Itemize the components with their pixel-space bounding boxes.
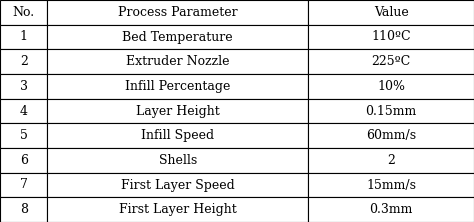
Bar	[47, 173, 308, 197]
Bar	[308, 25, 474, 49]
Text: 15mm/s: 15mm/s	[366, 178, 416, 192]
Text: Shells: Shells	[159, 154, 197, 167]
Bar	[0, 197, 47, 222]
Bar	[47, 123, 308, 148]
Text: Bed Temperature: Bed Temperature	[122, 30, 233, 44]
Bar	[47, 99, 308, 123]
Bar	[0, 74, 47, 99]
Bar	[47, 0, 308, 25]
Text: 110ºC: 110ºC	[371, 30, 411, 44]
Bar	[47, 197, 308, 222]
Text: Extruder Nozzle: Extruder Nozzle	[126, 55, 229, 68]
Text: 3: 3	[20, 80, 27, 93]
Bar	[0, 25, 47, 49]
Bar	[308, 0, 474, 25]
Text: First Layer Speed: First Layer Speed	[121, 178, 235, 192]
Bar	[0, 148, 47, 173]
Text: 0.15mm: 0.15mm	[365, 105, 417, 117]
Text: Infill Speed: Infill Speed	[141, 129, 214, 142]
Bar	[47, 49, 308, 74]
Text: 2: 2	[20, 55, 27, 68]
Text: 2: 2	[387, 154, 395, 167]
Bar	[308, 173, 474, 197]
Text: Process Parameter: Process Parameter	[118, 6, 237, 19]
Text: 225ºC: 225ºC	[372, 55, 410, 68]
Text: 5: 5	[20, 129, 27, 142]
Bar	[308, 197, 474, 222]
Bar	[308, 99, 474, 123]
Text: 60mm/s: 60mm/s	[366, 129, 416, 142]
Text: First Layer Height: First Layer Height	[119, 203, 237, 216]
Bar	[0, 99, 47, 123]
Text: Value: Value	[374, 6, 409, 19]
Text: Layer Height: Layer Height	[136, 105, 219, 117]
Bar	[308, 49, 474, 74]
Bar	[308, 123, 474, 148]
Text: 0.3mm: 0.3mm	[369, 203, 413, 216]
Bar	[0, 173, 47, 197]
Text: No.: No.	[13, 6, 35, 19]
Text: 1: 1	[20, 30, 27, 44]
Bar	[47, 74, 308, 99]
Text: 10%: 10%	[377, 80, 405, 93]
Bar	[0, 123, 47, 148]
Text: 6: 6	[20, 154, 27, 167]
Text: 8: 8	[20, 203, 27, 216]
Text: 7: 7	[20, 178, 27, 192]
Bar	[0, 0, 47, 25]
Bar	[308, 74, 474, 99]
Bar	[0, 49, 47, 74]
Bar	[47, 148, 308, 173]
Text: Infill Percentage: Infill Percentage	[125, 80, 230, 93]
Bar	[47, 25, 308, 49]
Text: 4: 4	[20, 105, 27, 117]
Bar	[308, 148, 474, 173]
